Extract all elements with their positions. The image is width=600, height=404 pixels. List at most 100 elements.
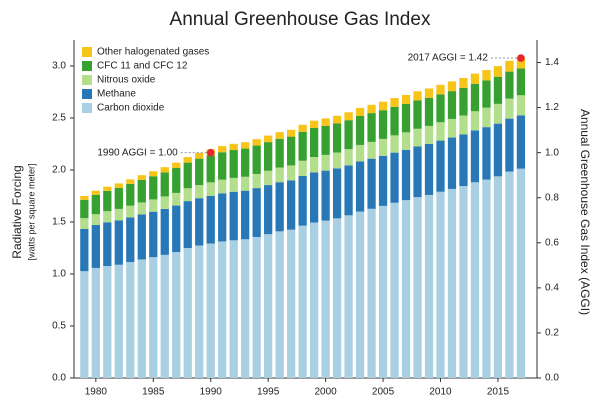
bar-segment bbox=[413, 91, 422, 101]
x-tick-label: 2015 bbox=[487, 387, 510, 398]
legend-label: CFC 11 and CFC 12 bbox=[97, 61, 188, 72]
legend-swatch bbox=[82, 47, 92, 57]
bar-segment bbox=[470, 83, 480, 112]
bar-segment bbox=[126, 179, 135, 184]
bar-segment bbox=[378, 101, 388, 111]
x-tick-label: 2005 bbox=[372, 387, 395, 398]
bar-segment bbox=[287, 165, 296, 181]
bar-segment bbox=[321, 220, 330, 378]
bar-segment bbox=[344, 112, 353, 121]
bar-segment bbox=[264, 142, 273, 171]
bar-segment bbox=[252, 139, 261, 146]
bar-segment bbox=[516, 57, 526, 69]
y2-tick-label: 0.2 bbox=[545, 328, 559, 339]
legend-swatch bbox=[82, 89, 92, 99]
y-axis-label: Radiative Forcing bbox=[10, 165, 24, 258]
bar-segment bbox=[80, 228, 89, 272]
bar-segment bbox=[195, 185, 204, 199]
bar-segment bbox=[355, 211, 365, 378]
bar-segment bbox=[149, 199, 158, 212]
bar-segment bbox=[275, 138, 284, 168]
bar-segment bbox=[241, 190, 250, 240]
bar-segment bbox=[309, 120, 319, 128]
bar-segment bbox=[264, 234, 273, 378]
y2-tick-label: 0.6 bbox=[545, 237, 559, 248]
bar-segment bbox=[413, 100, 422, 129]
bar-segment bbox=[459, 186, 468, 378]
y2-tick-label: 0.0 bbox=[545, 373, 559, 384]
y-tick-label: 1.5 bbox=[52, 217, 66, 228]
bar-segment bbox=[160, 167, 169, 173]
bar-segment bbox=[195, 152, 204, 159]
bar-segment bbox=[482, 107, 491, 128]
bar-segment bbox=[149, 176, 158, 200]
bar-segment bbox=[252, 145, 261, 174]
bar-segment bbox=[241, 239, 250, 378]
bar-segment bbox=[505, 98, 514, 119]
bar-segment bbox=[229, 191, 238, 241]
bar-segment bbox=[264, 170, 273, 186]
bar-segment bbox=[367, 158, 376, 209]
bar-segment bbox=[390, 135, 399, 153]
bar-segment bbox=[229, 240, 238, 378]
bar-segment bbox=[172, 205, 181, 253]
bar-segment bbox=[252, 236, 261, 378]
bar-segment bbox=[401, 200, 411, 378]
bar-segment bbox=[275, 231, 284, 378]
bar-segment bbox=[241, 142, 250, 149]
bar-segment bbox=[195, 245, 204, 378]
bar-segment bbox=[126, 217, 135, 263]
bar-segment bbox=[516, 95, 526, 116]
bar-segment bbox=[344, 165, 353, 216]
bar-segment bbox=[447, 118, 457, 138]
bar-segment bbox=[505, 171, 514, 378]
bar-segment bbox=[218, 193, 227, 242]
bar-segment bbox=[493, 176, 503, 378]
bar-segment bbox=[229, 177, 238, 192]
bar-segment bbox=[229, 143, 238, 151]
bar-segment bbox=[137, 214, 146, 260]
bar-segment bbox=[332, 218, 342, 378]
bar-segment bbox=[149, 171, 158, 177]
bar-segment bbox=[309, 157, 319, 173]
bar-segment bbox=[344, 149, 353, 166]
x-tick-label: 1990 bbox=[200, 387, 223, 398]
bar-segment bbox=[378, 155, 388, 206]
bar-segment bbox=[275, 167, 284, 183]
y-axis-sublabel: [watts per square meter] bbox=[26, 163, 36, 260]
legend-label: Carbon dioxide bbox=[97, 103, 165, 114]
y-tick-label: 3.0 bbox=[52, 61, 66, 72]
bar-segment bbox=[401, 103, 411, 133]
bar-segment bbox=[378, 110, 388, 139]
bar-segment bbox=[183, 201, 192, 248]
bar-segment bbox=[436, 94, 445, 123]
bar-segment bbox=[287, 136, 296, 166]
bar-segment bbox=[275, 182, 284, 232]
bar-segment bbox=[172, 168, 181, 193]
bar-segment bbox=[424, 88, 434, 98]
bar-segment bbox=[218, 146, 227, 153]
bar-segment bbox=[160, 172, 169, 197]
bar-segment bbox=[505, 71, 514, 99]
bar-segment bbox=[470, 111, 480, 131]
legend-swatch bbox=[82, 103, 92, 113]
bar-segment bbox=[160, 208, 169, 255]
bar-segment bbox=[126, 205, 135, 218]
x-tick-label: 1985 bbox=[142, 387, 165, 398]
bar-segment bbox=[390, 202, 399, 378]
bar-segment bbox=[505, 60, 514, 72]
bar-segment bbox=[195, 198, 204, 246]
bar-segment bbox=[149, 257, 158, 378]
bar-segment bbox=[206, 195, 215, 244]
bar-segment bbox=[459, 134, 468, 187]
x-tick-label: 1995 bbox=[257, 387, 280, 398]
bar-segment bbox=[91, 267, 100, 378]
bar-segment bbox=[482, 127, 491, 180]
bar-segment bbox=[321, 170, 330, 221]
bar-segment bbox=[344, 120, 353, 150]
bar-segment bbox=[114, 264, 123, 378]
bar-segment bbox=[367, 141, 376, 159]
bar-segment bbox=[321, 125, 330, 155]
bar-segment bbox=[91, 194, 100, 215]
bar-segment bbox=[287, 129, 296, 137]
